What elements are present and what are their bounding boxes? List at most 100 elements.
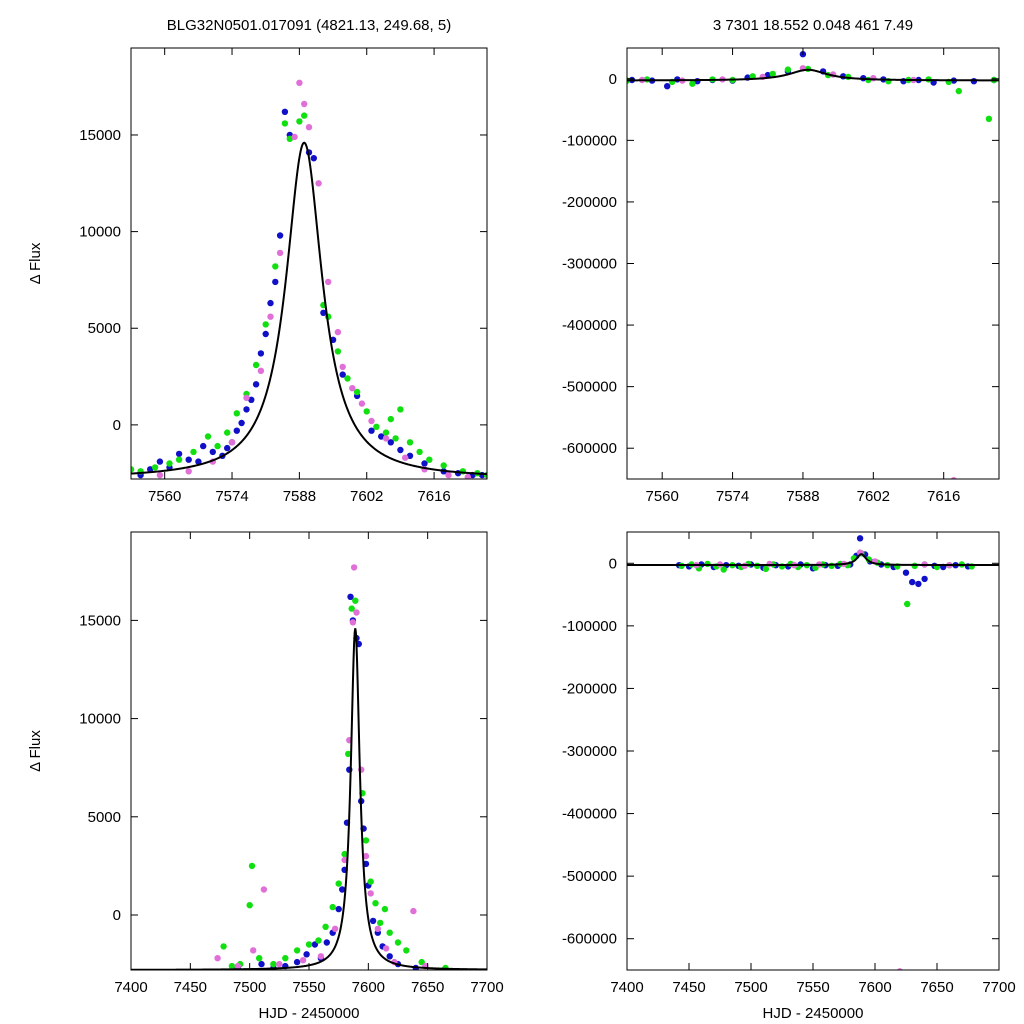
y-tick-label: 0	[609, 555, 617, 572]
data-point	[381, 905, 389, 913]
data-point	[286, 135, 293, 142]
x-tick-label: 7560	[646, 488, 679, 505]
data-point	[156, 471, 164, 479]
data-point	[386, 929, 393, 936]
data-point	[233, 410, 240, 417]
x-tick-label: 7700	[982, 979, 1015, 996]
data-point	[464, 473, 471, 479]
panels: 7560 7574 7588 7602 7616 0 5000 10000 15000 Δ Flu…	[27, 47, 1016, 1022]
data-point	[224, 429, 231, 436]
data-point	[260, 886, 268, 893]
data-point	[402, 454, 409, 461]
data-point	[305, 941, 313, 948]
data-point	[367, 890, 374, 897]
data-point	[689, 80, 696, 87]
chart-panel-bottom-right: 7400 7450 7500 7550 7600 7650 7700 0 -100000 -200…	[562, 531, 1016, 1022]
data-point	[426, 456, 433, 463]
data-point	[664, 83, 671, 90]
y-tick-label: 5000	[88, 320, 121, 337]
data-point	[209, 448, 216, 456]
y-tick-label: -100000	[562, 618, 617, 635]
data-point	[214, 955, 221, 962]
data-series-series_blue	[234, 593, 419, 970]
data-point	[369, 917, 377, 925]
x-tick-label: 7500	[233, 979, 266, 996]
data-point	[281, 120, 289, 127]
data-point	[301, 112, 308, 119]
data-point	[870, 75, 877, 82]
x-tick-label: 7600	[858, 979, 891, 996]
y-tick-label: -500000	[562, 379, 617, 396]
x-tick-label: 7560	[148, 488, 181, 505]
x-tick-label: 7650	[411, 979, 444, 996]
data-point	[985, 115, 993, 123]
data-point	[828, 562, 835, 569]
data-point	[392, 435, 399, 442]
data-point	[276, 249, 284, 257]
data-point	[372, 900, 379, 907]
data-point	[915, 580, 922, 588]
data-point	[323, 939, 330, 946]
data-point	[272, 263, 279, 270]
data-point	[373, 423, 380, 430]
data-point	[305, 124, 313, 131]
plot-area	[131, 564, 487, 970]
model-curve	[627, 553, 999, 567]
plot-frame	[626, 47, 1000, 480]
data-point	[190, 448, 197, 456]
data-point	[220, 943, 227, 950]
y-tick-label: -200000	[562, 680, 617, 697]
x-tick-label: 7500	[734, 979, 767, 996]
data-point	[250, 947, 257, 954]
data-point	[397, 406, 404, 413]
data-series-series_blue	[137, 108, 486, 479]
data-point	[955, 87, 962, 95]
y-tick-label: 10000	[79, 711, 121, 728]
data-point	[352, 597, 359, 604]
y-tick-label: -300000	[562, 743, 617, 760]
data-point	[382, 945, 390, 952]
data-point	[909, 578, 916, 586]
data-point	[243, 394, 250, 401]
data-point	[243, 406, 250, 413]
data-point	[335, 905, 342, 913]
x-tick-label: 7600	[352, 979, 385, 996]
plot-frame	[130, 47, 488, 480]
data-point	[214, 442, 221, 450]
data-point	[347, 593, 354, 600]
plot-area	[131, 79, 487, 479]
header-right-text: 3 7301 18.552 0.048 461 7.49	[713, 17, 913, 34]
data-point	[276, 232, 284, 239]
x-tick-label: 7588	[786, 488, 819, 505]
data-point	[363, 408, 370, 415]
data-point	[131, 466, 135, 473]
y-tick-label: -600000	[562, 440, 617, 457]
data-point	[406, 439, 414, 446]
data-point	[175, 456, 183, 463]
plot-area	[627, 51, 999, 479]
data-point	[272, 278, 279, 286]
x-tick-label: 7450	[672, 979, 705, 996]
data-point	[325, 278, 332, 286]
x-tick-label: 7400	[610, 979, 643, 996]
data-point	[394, 939, 402, 946]
data-point	[349, 385, 356, 392]
data-point	[317, 953, 325, 960]
x-tick-label: 7616	[417, 488, 450, 505]
model-curve	[627, 68, 999, 82]
data-point	[344, 375, 351, 382]
data-point	[403, 947, 410, 954]
chart-panel-bottom-left: 7400 7450 7500 7550 7600 7650 7700 0 5000 10000 15…	[27, 531, 504, 1022]
data-point	[334, 348, 342, 355]
x-tick-label: 7650	[920, 979, 953, 996]
data-point	[228, 439, 236, 446]
y-tick-label: 15000	[79, 127, 121, 144]
data-point	[368, 417, 375, 425]
y-tick-label: -200000	[562, 194, 617, 211]
y-tick-label: 0	[113, 417, 121, 434]
data-point	[762, 565, 770, 573]
data-point	[367, 878, 374, 885]
y-tick-label: -100000	[562, 132, 617, 149]
y-tick-label: 15000	[79, 612, 121, 629]
data-point	[353, 388, 361, 396]
